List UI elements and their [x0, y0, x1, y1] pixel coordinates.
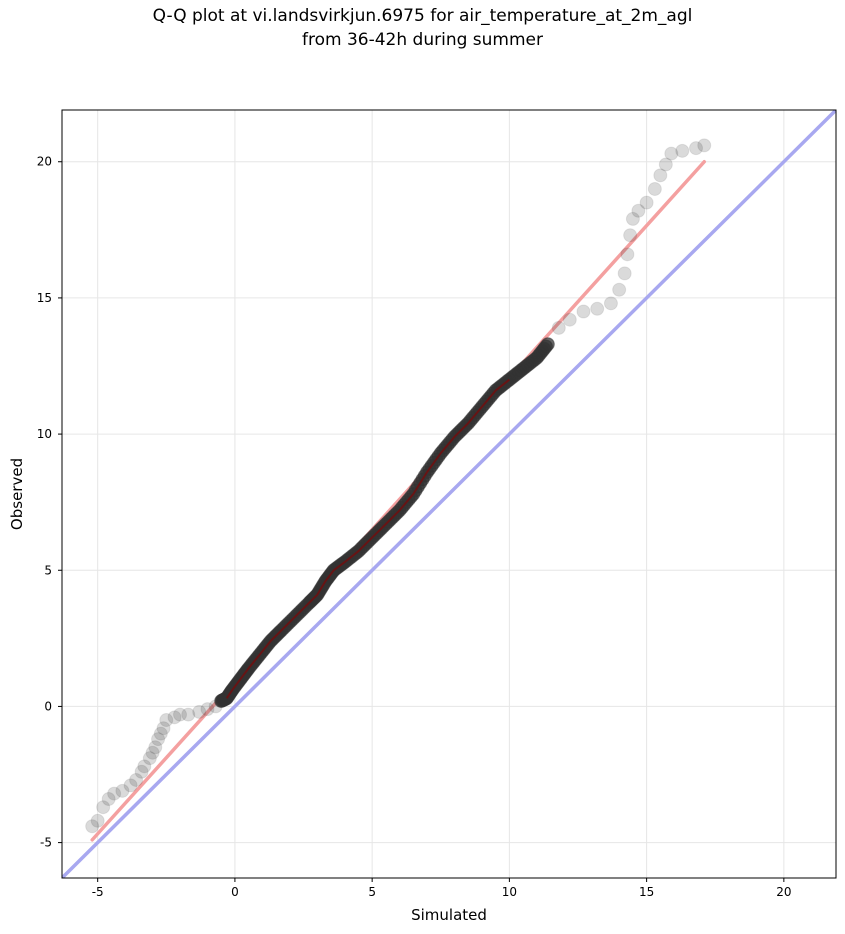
chart-title-line-1: Q-Q plot at vi.landsvirkjun.6975 for air… [152, 6, 693, 26]
y-tick-label: 5 [44, 563, 52, 577]
data-point [551, 320, 566, 335]
x-axis-label: Simulated [411, 906, 487, 924]
data-point [689, 141, 704, 156]
data-point [148, 740, 163, 755]
data-point [167, 710, 182, 725]
data-point [145, 745, 160, 760]
x-tick-label: 0 [231, 885, 239, 899]
x-tick-label: 5 [368, 885, 376, 899]
fit-line [90, 159, 707, 842]
data-point [192, 704, 207, 719]
data-point [107, 786, 122, 801]
data-point [639, 195, 654, 210]
data-point [538, 339, 553, 354]
fit-line-layer [90, 159, 707, 842]
data-point [181, 707, 196, 722]
data-point [562, 312, 577, 327]
data-point [625, 211, 640, 226]
data-point [664, 146, 679, 161]
data-point [612, 282, 627, 297]
identity-line [62, 110, 836, 878]
data-point [631, 203, 646, 218]
data-point [115, 783, 130, 798]
dense-core-line [225, 378, 511, 699]
data-point [85, 819, 100, 834]
chart-title-line-2: from 36-42h during summer [302, 30, 543, 50]
data-point [153, 726, 168, 741]
data-point [200, 702, 215, 717]
data-point [603, 296, 618, 311]
data-point [101, 792, 116, 807]
data-point [675, 143, 690, 158]
y-tick-label: 0 [44, 699, 52, 713]
points-layer [85, 138, 712, 834]
data-point [576, 304, 591, 319]
data-point [123, 778, 138, 793]
data-point [647, 181, 662, 196]
y-axis-label: Observed [8, 458, 26, 530]
data-point [129, 772, 144, 787]
y-tick-label: 15 [37, 291, 52, 305]
data-point [159, 713, 174, 728]
data-point [658, 157, 673, 172]
plot-frame [61, 109, 837, 879]
data-point [142, 751, 157, 766]
tick-layer: -5 0 5 10 15 20 -5 0 5 10 15 20 [37, 155, 792, 899]
identity-line-layer [62, 110, 836, 878]
data-point [697, 138, 712, 153]
data-point [137, 759, 152, 774]
x-tick-label: -5 [92, 885, 104, 899]
data-point [653, 168, 668, 183]
y-tick-label: -5 [40, 836, 52, 850]
data-point [96, 800, 111, 815]
data-point [134, 764, 149, 779]
data-point [156, 721, 171, 736]
data-point [623, 228, 638, 243]
data-point [173, 707, 188, 722]
x-tick-label: 20 [776, 885, 791, 899]
data-point [151, 732, 166, 747]
data-point [620, 247, 635, 262]
data-point [617, 266, 632, 281]
x-tick-label: 15 [639, 885, 654, 899]
y-tick-label: 20 [37, 155, 52, 169]
y-tick-label: 10 [37, 427, 52, 441]
x-tick-label: 10 [502, 885, 517, 899]
data-point [90, 813, 105, 828]
data-point [590, 301, 605, 316]
